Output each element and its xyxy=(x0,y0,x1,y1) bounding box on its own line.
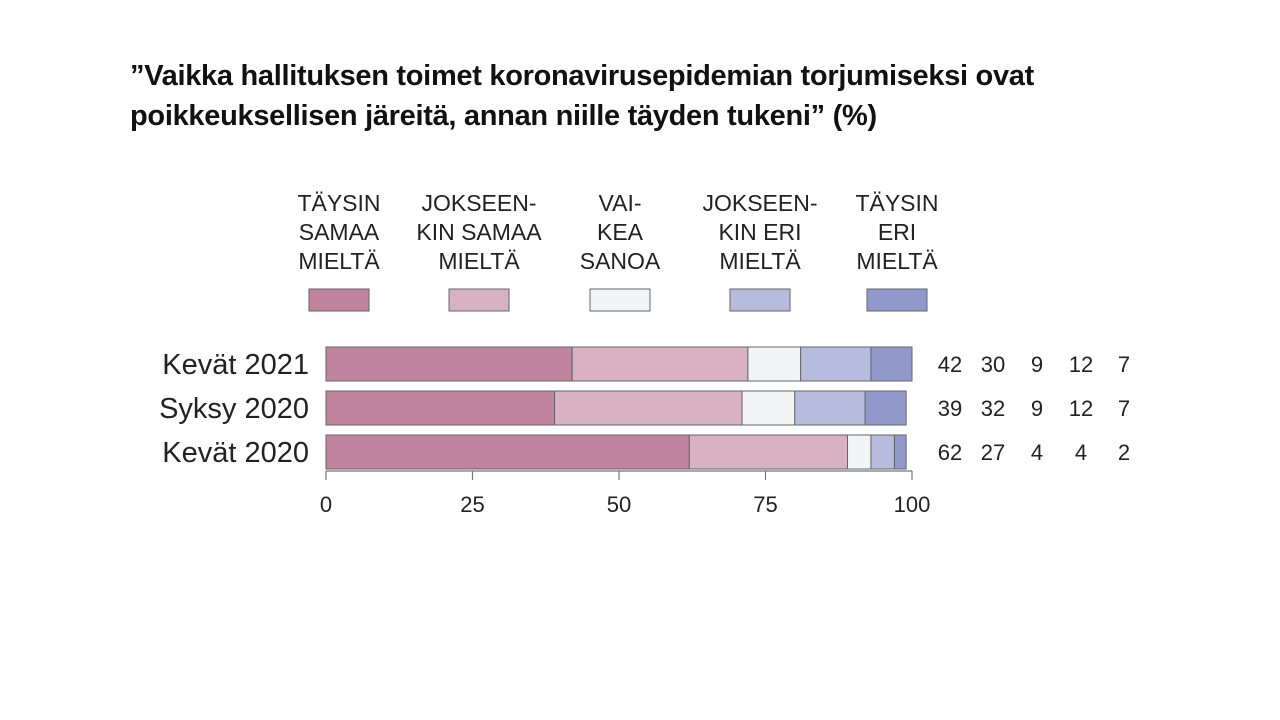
value-label-3-3: 4 xyxy=(1031,440,1043,465)
bar-3-segment-1 xyxy=(325,434,690,470)
legend-label-4-line-2: KIN ERI xyxy=(718,219,801,245)
value-label-2-1: 39 xyxy=(938,396,962,421)
chart-title: ”Vaikka hallituksen toimet koronavirusep… xyxy=(130,56,1190,136)
x-tick-label-4: 75 xyxy=(753,492,777,517)
bar-3-segment-4 xyxy=(870,434,895,470)
bar-1-segment-5 xyxy=(870,346,913,382)
bar-1-segment-2 xyxy=(571,346,749,382)
legend-swatch-4 xyxy=(729,288,791,312)
bar-3-segment-3 xyxy=(847,434,872,470)
x-tick-label-2: 25 xyxy=(460,492,484,517)
legend-label-4-line-3: MIELTÄ xyxy=(719,248,801,274)
category-label-2: Syksy 2020 xyxy=(159,393,309,425)
legend-swatch-1 xyxy=(308,288,370,312)
x-tick-label-3: 50 xyxy=(607,492,631,517)
legend-label-2-line-3: MIELTÄ xyxy=(438,248,520,274)
legend-swatch-5 xyxy=(866,288,928,312)
legend-label-4-line-1: JOKSEEN- xyxy=(702,190,817,216)
bar-1-segment-3 xyxy=(747,346,802,382)
value-label-1-1: 42 xyxy=(938,352,962,377)
legend-label-3-line-3: SANOA xyxy=(580,248,661,274)
value-label-1-4: 12 xyxy=(1069,352,1093,377)
legend-label-5-line-2: ERI xyxy=(878,219,916,245)
legend-label-3-line-1: VAI- xyxy=(598,190,641,216)
value-label-2-2: 32 xyxy=(981,396,1005,421)
value-label-1-5: 7 xyxy=(1118,352,1130,377)
legend-label-1-line-2: SAMAA xyxy=(299,219,380,245)
bar-2-segment-4 xyxy=(794,390,866,426)
bar-2-segment-5 xyxy=(864,390,907,426)
bar-2-segment-3 xyxy=(741,390,796,426)
legend-label-3-line-2: KEA xyxy=(597,219,644,245)
value-label-2-4: 12 xyxy=(1069,396,1093,421)
legend-label-2-line-2: KIN SAMAA xyxy=(416,219,542,245)
bar-1-segment-4 xyxy=(800,346,872,382)
bar-2-segment-2 xyxy=(554,390,743,426)
x-tick-label-5: 100 xyxy=(894,492,931,517)
bar-3-segment-2 xyxy=(688,434,849,470)
value-label-2-5: 7 xyxy=(1118,396,1130,421)
legend-label-1-line-1: TÄYSIN xyxy=(297,190,380,216)
bar-2-segment-1 xyxy=(325,390,556,426)
value-label-3-1: 62 xyxy=(938,440,962,465)
chart-title-line-1: ”Vaikka hallituksen toimet koronavirusep… xyxy=(130,60,1034,92)
category-label-3: Kevät 2020 xyxy=(162,437,309,469)
legend-label-1-line-3: MIELTÄ xyxy=(298,248,380,274)
value-label-3-5: 2 xyxy=(1118,440,1130,465)
bar-3-segment-5 xyxy=(893,434,907,470)
category-label-1: Kevät 2021 xyxy=(162,349,309,381)
legend-swatch-2 xyxy=(448,288,510,312)
value-label-1-3: 9 xyxy=(1031,352,1043,377)
legend-label-5-line-1: TÄYSIN xyxy=(855,190,938,216)
legend-swatch-3 xyxy=(589,288,651,312)
legend-label-2-line-1: JOKSEEN- xyxy=(421,190,536,216)
legend-label-5-line-3: MIELTÄ xyxy=(856,248,938,274)
value-label-3-2: 27 xyxy=(981,440,1005,465)
value-label-1-2: 30 xyxy=(981,352,1005,377)
value-label-2-3: 9 xyxy=(1031,396,1043,421)
x-tick-label-1: 0 xyxy=(320,492,332,517)
chart-title-line-2: poikkeuksellisen järeitä, annan niille t… xyxy=(130,100,877,132)
bar-1-segment-1 xyxy=(325,346,573,382)
value-label-3-4: 4 xyxy=(1075,440,1087,465)
